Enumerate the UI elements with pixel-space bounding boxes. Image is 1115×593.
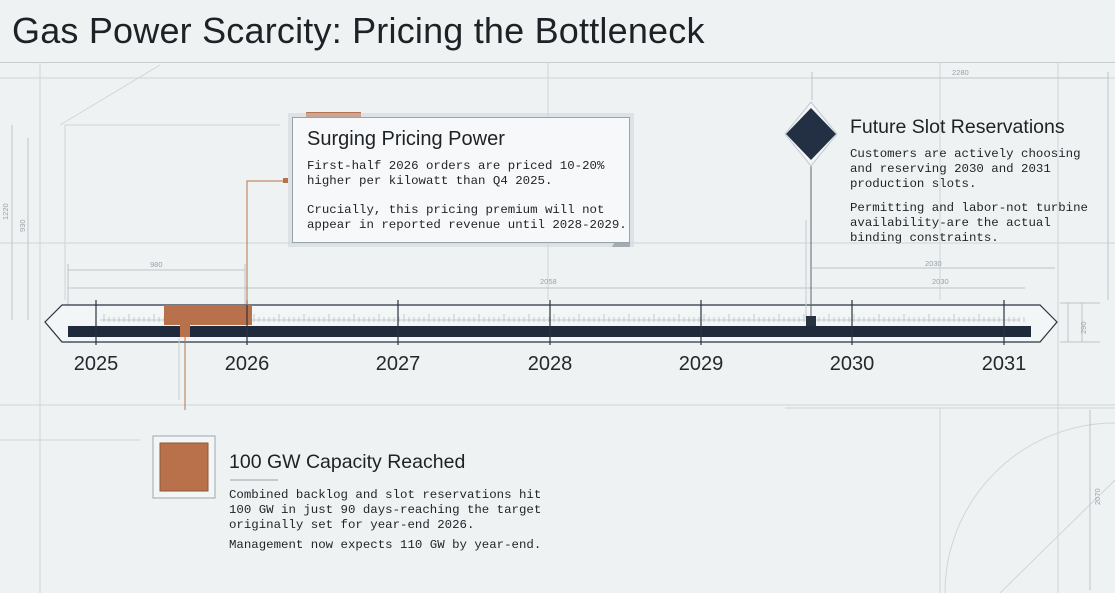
pricing-card-title: Surging Pricing Power	[307, 128, 505, 150]
pricing-text-line: appear in reported revenue until 2028-20…	[307, 218, 627, 232]
pricing-connector	[246, 180, 286, 305]
year-label: 2029	[678, 353, 724, 375]
pricing-card-accent	[306, 112, 361, 118]
year-label: 2031	[981, 353, 1027, 375]
blueprint-lines	[0, 62, 1115, 593]
title-divider	[0, 62, 1115, 63]
capacity-connector	[178, 336, 186, 410]
dim-label-bar-height: 290	[1079, 321, 1088, 334]
pricing-text-line: higher per kilowatt than Q4 2025.	[307, 174, 553, 188]
dim-label-left-span: 980	[150, 260, 163, 269]
reservations-text-line: and reserving 2030 and 2031	[850, 162, 1051, 176]
capacity-square-icon	[159, 442, 209, 492]
page-title: Gas Power Scarcity: Pricing the Bottlene…	[12, 10, 705, 51]
year-label: 2027	[375, 353, 421, 375]
capacity-marker	[180, 325, 190, 337]
pricing-card: Surging Pricing Power First-half 2026 or…	[292, 117, 630, 243]
reservations-text-line: production slots.	[850, 177, 977, 191]
year-label: 2026	[224, 353, 270, 375]
dimension-lines	[11, 72, 1109, 590]
pricing-period-highlight	[164, 305, 252, 325]
reservations-text-line: availability-are the actual	[850, 216, 1051, 230]
reservations-connector	[805, 160, 812, 318]
dim-label-right-outer: 2030	[925, 259, 942, 268]
reservations-marker	[806, 316, 816, 326]
capacity-text-line: originally set for year-end 2026.	[229, 518, 475, 532]
dim-label-left-inner: 930	[18, 219, 27, 232]
capacity-text-line: Combined backlog and slot reservations h…	[229, 488, 542, 502]
reservations-body: Customers are actively choosing and rese…	[850, 147, 1088, 246]
reservations-text-line: Permitting and labor-not turbine	[850, 201, 1088, 215]
dim-label-mid-span: 2058	[540, 277, 557, 286]
dim-label-lower-right: 2070	[1093, 488, 1102, 505]
year-label: 2030	[829, 353, 875, 375]
capacity-text-line: Management now expects 110 GW by year-en…	[229, 538, 542, 552]
capacity-title: 100 GW Capacity Reached	[229, 451, 466, 473]
pricing-card-body: First-half 2026 orders are priced 10-20%…	[307, 159, 627, 233]
year-label: 2028	[527, 353, 573, 375]
pricing-text-line: First-half 2026 orders are priced 10-20%	[307, 159, 605, 173]
dim-label-left-outer: 1220	[1, 203, 10, 220]
reservations-diamond-icon	[786, 108, 836, 160]
dim-label-right-inner: 2030	[932, 277, 949, 286]
pricing-text-line: Crucially, this pricing premium will not	[307, 203, 605, 217]
reservations-title: Future Slot Reservations	[850, 116, 1065, 138]
dim-label-top: 2280	[952, 68, 969, 77]
capacity-text-line: 100 GW in just 90 days-reaching the targ…	[229, 503, 542, 517]
capacity-body: Combined backlog and slot reservations h…	[229, 488, 541, 553]
reservations-text-line: binding constraints.	[850, 231, 999, 245]
year-label: 2025	[73, 353, 119, 375]
year-ticks	[95, 300, 1005, 345]
pricing-connector-node	[283, 178, 288, 183]
reservations-text-line: Customers are actively choosing	[850, 147, 1081, 161]
